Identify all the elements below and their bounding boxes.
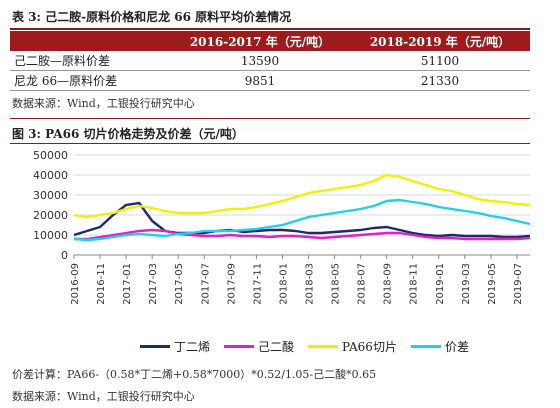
legend-swatch — [410, 345, 441, 348]
x-tick-label: 2018-07 — [357, 263, 368, 305]
formula-note: 价差计算：PA66-（0.58*丁二烯+0.58*7000）*0.52/1.05… — [12, 368, 377, 381]
table-cell: 己二胺—原料价差 — [10, 51, 170, 71]
table-cell: 21330 — [350, 70, 530, 91]
x-tick-label: 2019-07 — [513, 263, 524, 305]
x-tick-label: 2016-11 — [96, 263, 107, 305]
x-axis: 2016-09 2016-11 2017-01 2017-03 2017-05 2017-… — [70, 254, 530, 305]
series-line-己二酸 — [74, 228, 531, 241]
legend-swatch — [140, 345, 170, 348]
price-chart: 0 10000 20000 30000 40000 50000 2016-09 2016-1… — [33, 149, 531, 305]
legend-item: PA66切片 — [308, 338, 397, 355]
chart-legend: 丁二烯 己二酸 PA66切片 价差 — [140, 338, 469, 355]
y-axis: 0 10000 20000 30000 40000 50000 — [33, 149, 68, 262]
y-tick-label: 50000 — [33, 149, 68, 162]
legend-label: 丁二烯 — [174, 340, 211, 354]
table-header-cell: 2016-2017 年（元/吨） — [170, 31, 350, 51]
y-tick-label: 40000 — [33, 169, 68, 182]
figure-title: 图 3: PA66 切片价格走势及价差（元/吨） — [12, 127, 244, 141]
x-tick-label: 2018-05 — [331, 263, 342, 305]
x-tick-label: 2017-09 — [226, 263, 237, 305]
chart-series — [73, 173, 531, 242]
y-tick-label: 20000 — [33, 209, 68, 222]
figure-top-rule — [10, 118, 530, 119]
table-cell: 13590 — [170, 51, 350, 71]
legend-label: 价差 — [444, 340, 469, 354]
table-header-cell: 2018-2019 年（元/吨） — [350, 31, 530, 51]
table-cell: 9851 — [170, 70, 350, 91]
legend-label: PA66切片 — [342, 340, 397, 354]
legend-swatch — [308, 345, 339, 348]
table-cell: 尼龙 66—原料价差 — [10, 70, 170, 91]
x-tick-label: 2019-05 — [487, 263, 498, 305]
legend-label: 己二酸 — [258, 340, 295, 354]
price-spread-table: 2016-2017 年（元/吨） 2018-2019 年（元/吨） 己二胺—原料… — [10, 31, 530, 91]
table-row: 己二胺—原料价差 13590 51100 — [10, 51, 530, 71]
y-tick-label: 30000 — [33, 189, 68, 202]
series-line-PA66切片 — [73, 173, 531, 219]
x-tick-label: 2017-05 — [174, 263, 185, 305]
x-tick-label: 2018-09 — [383, 263, 394, 305]
legend-item: 己二酸 — [224, 338, 294, 355]
chart-grid — [74, 154, 530, 256]
figure-title-rule — [10, 143, 530, 144]
legend-item: 丁二烯 — [140, 338, 210, 355]
table-cell: 51100 — [350, 51, 530, 71]
x-tick-label: 2017-07 — [200, 263, 211, 305]
y-tick-label: 10000 — [33, 229, 68, 242]
figure-source: 数据来源：Wind，工银投行研究中心 — [12, 390, 195, 403]
series-line-丁二烯 — [73, 201, 531, 239]
x-tick-label: 2019-01 — [435, 263, 446, 305]
x-tick-label: 2016-09 — [70, 263, 81, 305]
table-header-cell — [10, 31, 170, 51]
x-tick-label: 2017-11 — [252, 263, 263, 305]
series-line-价差 — [73, 198, 531, 242]
x-tick-label: 2017-01 — [122, 263, 133, 305]
table-row: 尼龙 66—原料价差 9851 21330 — [10, 70, 530, 91]
table-title: 表 3: 己二胺-原料价格和尼龙 66 原料平均价差情况 — [12, 10, 292, 24]
x-tick-label: 2017-03 — [148, 263, 159, 305]
x-tick-label: 2018-11 — [409, 263, 420, 305]
x-tick-label: 2018-01 — [278, 263, 289, 305]
table-header-row: 2016-2017 年（元/吨） 2018-2019 年（元/吨） — [10, 31, 530, 51]
x-tick-label: 2018-03 — [305, 263, 316, 305]
y-tick-label: 0 — [61, 249, 68, 262]
x-tick-label: 2019-03 — [461, 263, 472, 305]
legend-swatch — [224, 345, 255, 348]
table-source: 数据来源：Wind，工银投行研究中心 — [12, 97, 195, 110]
legend-item: 价差 — [410, 338, 469, 355]
table-top-rule — [10, 28, 530, 30]
